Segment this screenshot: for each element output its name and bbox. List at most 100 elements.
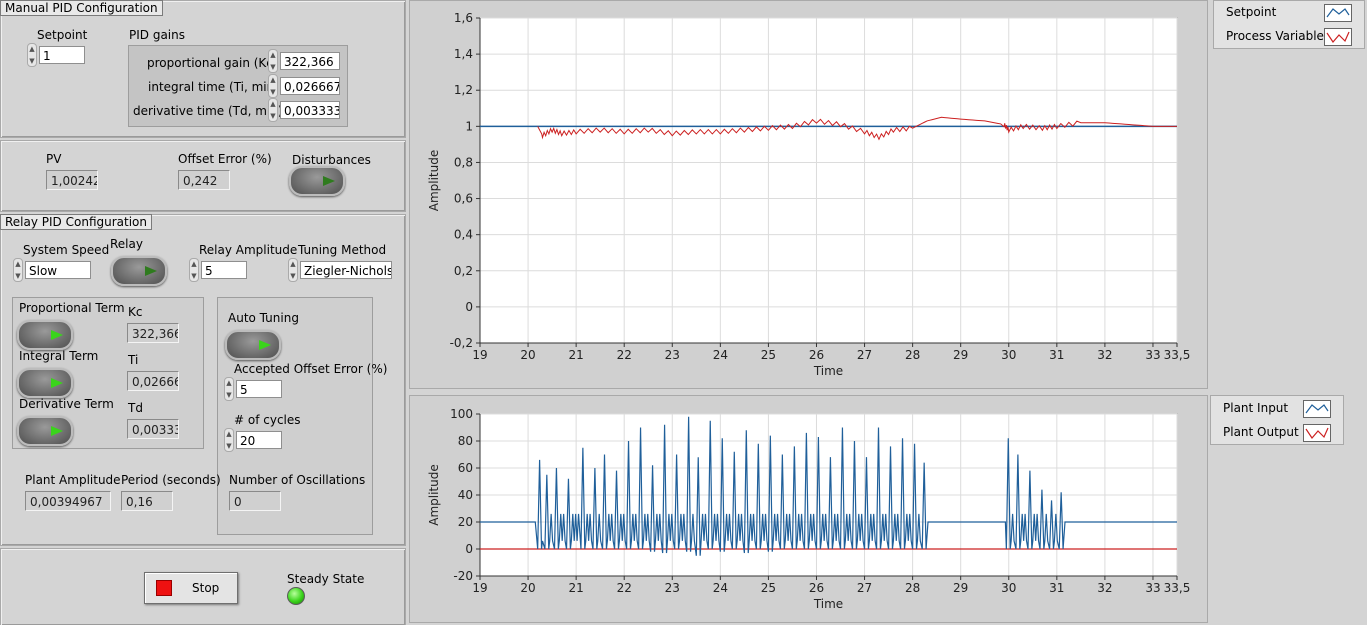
bottom-y-tick-label: 100 <box>450 407 473 421</box>
bottom-x-tick-label: 30 <box>1001 581 1016 595</box>
system-speed-control[interactable]: ▲ ▼ Slow <box>13 258 91 282</box>
derivative-term-label: Derivative Term <box>19 397 114 411</box>
pv-indicator: 1,00242 <box>46 170 98 190</box>
bottom-x-tick-label: 33 <box>1145 581 1160 595</box>
relay-toggle[interactable] <box>111 256 167 286</box>
bottom-x-tick-label: 22 <box>617 581 632 595</box>
top-plot-area <box>479 17 1178 344</box>
top-y-tick-label: 0,8 <box>454 155 473 169</box>
auto-tuning-toggle[interactable] <box>225 330 281 360</box>
ti-label: integral time (Ti, min) <box>148 80 279 94</box>
top-y-tick-label: 0,2 <box>454 264 473 278</box>
tuning-method-spinner[interactable]: ▲ ▼ <box>288 258 298 282</box>
top-x-tick-label: 23 <box>665 348 680 362</box>
plant-chart-panel: 19 20 21 22 23 24 25 26 27 28 29 30 31 32 33 33,5 -20 0 20… <box>409 395 1208 623</box>
cycles-spinner[interactable]: ▲ ▼ <box>224 428 234 452</box>
system-speed-input[interactable]: Slow <box>25 261 91 279</box>
stop-button[interactable]: Stop <box>144 572 238 604</box>
relay-td-indicator: 0,003333 <box>127 419 179 439</box>
setpoint-input[interactable]: 1 <box>39 46 85 64</box>
legend-setpoint[interactable]: Setpoint <box>1214 1 1364 23</box>
accepted-offset-input[interactable]: 5 <box>236 380 282 398</box>
relay-ti-indicator: 0,026666 <box>127 371 179 391</box>
setpoint-label: Setpoint <box>37 28 88 42</box>
bottom-x-tick-label: 23 <box>665 581 680 595</box>
ti-control[interactable]: ▲ ▼ 0,026667 <box>268 74 340 98</box>
tuning-method-label: Tuning Method <box>298 243 387 257</box>
system-speed-spinner[interactable]: ▲ ▼ <box>13 258 23 282</box>
cycles-control[interactable]: ▲ ▼ 20 <box>224 428 282 452</box>
bottom-x-tick-label: 21 <box>568 581 583 595</box>
bottom-x-tick-label: 31 <box>1049 581 1064 595</box>
relay-amplitude-spinner[interactable]: ▲ ▼ <box>189 258 199 282</box>
steady-state-label: Steady State <box>287 572 365 586</box>
disturbances-toggle[interactable] <box>289 166 345 196</box>
top-y-tick-label: 1,4 <box>454 47 473 61</box>
kc-input[interactable]: 322,366 <box>280 52 340 70</box>
kc-control[interactable]: ▲ ▼ 322,366 <box>268 49 340 73</box>
bottom-x-tick-label: 33,5 <box>1164 581 1191 595</box>
plant-input-series-line <box>480 416 1177 556</box>
proportional-term-toggle[interactable] <box>17 320 73 350</box>
legend-plant-input-label: Plant Input <box>1223 401 1289 415</box>
legend-setpoint-line-icon <box>1324 4 1352 22</box>
td-spinner[interactable]: ▲ ▼ <box>268 98 278 122</box>
td-control[interactable]: ▲ ▼ 0,003333 <box>268 98 340 122</box>
top-y-tick-label: -0,2 <box>450 336 473 350</box>
auto-tuning-led-icon <box>259 340 271 350</box>
setpoint-spinner[interactable]: ▲ ▼ <box>27 43 37 67</box>
relay-kc-indicator: 322,366 <box>127 323 179 343</box>
bottom-x-tick-label: 29 <box>953 581 968 595</box>
legend-setpoint-label: Setpoint <box>1226 5 1277 19</box>
setpoint-control[interactable]: ▲ ▼ 1 <box>27 43 85 67</box>
integral-term-toggle[interactable] <box>17 368 73 398</box>
top-x-tick-label: 24 <box>713 348 728 362</box>
relay-amplitude-control[interactable]: ▲ ▼ 5 <box>189 258 247 282</box>
kc-spinner[interactable]: ▲ ▼ <box>268 49 278 73</box>
auto-tuning-label: Auto Tuning <box>228 311 299 325</box>
legend-process-variable[interactable]: Process Variable <box>1214 25 1364 47</box>
steady-state-led-icon <box>287 587 305 605</box>
legend-plant-input-line-icon <box>1303 400 1331 418</box>
cycles-input[interactable]: 20 <box>236 431 282 449</box>
offset-error-indicator: 0,242 <box>178 170 230 190</box>
bottom-x-tick-label: 32 <box>1097 581 1112 595</box>
plant-chart-legend: Plant Input Plant Output <box>1210 395 1344 445</box>
accepted-offset-control[interactable]: ▲ ▼ 5 <box>224 377 282 401</box>
plant-amplitude-label: Plant Amplitude <box>25 473 121 487</box>
tuning-method-input[interactable]: Ziegler-Nichols <box>300 261 392 279</box>
process-chart: 19 20 21 22 23 24 25 26 27 28 29 30 31 32 33 33,5 -0,2 0 0… <box>427 11 1190 378</box>
plant-amplitude-indicator: 0,00394967 <box>25 491 111 511</box>
bottom-x-tick-label: 19 <box>472 581 487 595</box>
integral-term-label: Integral Term <box>19 349 99 363</box>
top-x-tick-label: 29 <box>953 348 968 362</box>
bottom-x-tick-label: 24 <box>713 581 728 595</box>
top-x-tick-label: 32 <box>1097 348 1112 362</box>
process-chart-legend: Setpoint Process Variable <box>1213 0 1365 49</box>
stop-icon <box>156 580 172 596</box>
bottom-y-tick-label: 20 <box>458 515 473 529</box>
top-x-axis-label: Time <box>813 364 843 378</box>
legend-plant-output[interactable]: Plant Output <box>1211 421 1343 443</box>
legend-plant-input[interactable]: Plant Input <box>1211 397 1343 419</box>
process-variable-series-line <box>537 116 1177 141</box>
relay-amplitude-input[interactable]: 5 <box>201 261 247 279</box>
derivative-term-toggle[interactable] <box>17 416 73 446</box>
ti-spinner[interactable]: ▲ ▼ <box>268 74 278 98</box>
accepted-offset-spinner[interactable]: ▲ ▼ <box>224 377 234 401</box>
bottom-y-axis-label: Amplitude <box>427 464 441 526</box>
bottom-y-tick-label: -20 <box>453 569 473 583</box>
ti-input[interactable]: 0,026667 <box>280 77 340 95</box>
process-chart-panel: 19 20 21 22 23 24 25 26 27 28 29 30 31 32 33 33,5 -0,2 0 0… <box>409 0 1208 389</box>
td-input[interactable]: 0,003333 <box>280 101 340 119</box>
disturbances-label: Disturbances <box>292 153 371 167</box>
top-x-tick-label: 22 <box>617 348 632 362</box>
top-x-tick-label: 21 <box>568 348 583 362</box>
relay-pid-title: Relay PID Configuration <box>0 214 152 230</box>
tuning-method-control[interactable]: ▲ ▼ Ziegler-Nichols <box>288 258 392 282</box>
oscillations-label: Number of Oscillations <box>229 473 366 487</box>
top-x-tick-label: 19 <box>472 348 487 362</box>
plant-chart: 19 20 21 22 23 24 25 26 27 28 29 30 31 32 33 33,5 -20 0 20… <box>427 407 1191 611</box>
disturbances-led-icon <box>323 176 335 186</box>
